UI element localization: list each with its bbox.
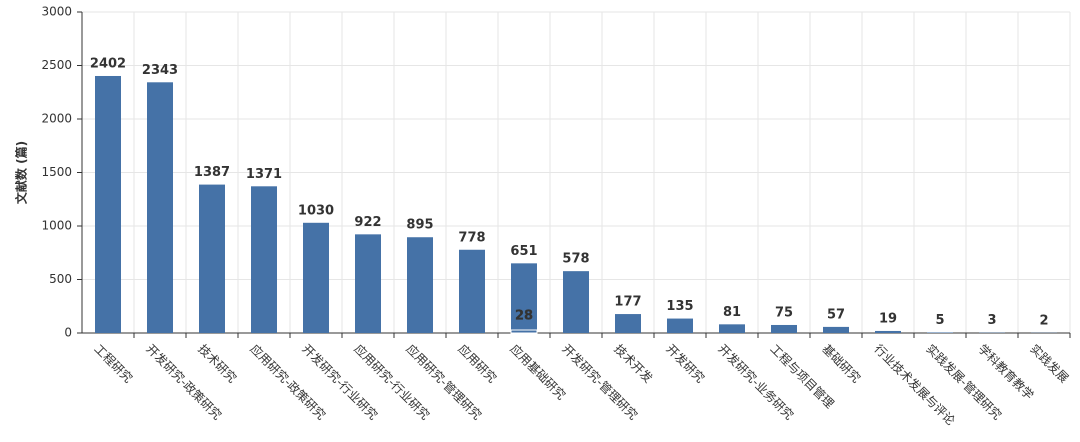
value-label: 135	[666, 299, 693, 314]
y-tick-label: 1000	[41, 219, 72, 233]
bar	[251, 186, 277, 333]
y-axis-label: 文献数 (篇)	[14, 141, 29, 204]
y-tick-label: 1500	[41, 165, 72, 179]
bar	[875, 330, 901, 333]
x-tick-label: 技术开发	[611, 341, 656, 386]
y-tick-label: 2500	[41, 58, 72, 72]
bar	[927, 332, 953, 333]
overlay-bar	[510, 329, 538, 334]
bar	[615, 314, 641, 333]
bar	[147, 82, 173, 333]
bar	[667, 318, 693, 333]
value-label: 578	[562, 252, 589, 267]
x-tick-label: 实践发展	[1027, 341, 1072, 386]
value-label: 2	[1039, 313, 1048, 328]
bar	[563, 271, 589, 333]
value-label: 651	[510, 244, 537, 259]
value-label: 895	[406, 218, 433, 233]
bar	[771, 324, 797, 333]
bar	[511, 263, 537, 333]
bar	[199, 184, 225, 333]
overlay-label: 28	[515, 309, 533, 324]
value-label: 81	[723, 305, 741, 320]
bar	[303, 222, 329, 333]
y-tick-label: 3000	[41, 5, 72, 19]
value-label: 3	[987, 313, 996, 328]
value-label: 778	[458, 230, 485, 245]
value-label: 2402	[90, 56, 126, 71]
x-tick-label: 技术研究	[195, 341, 240, 386]
bar	[95, 75, 121, 334]
bar	[823, 326, 849, 333]
value-label: 5	[935, 313, 944, 328]
x-tick-label: 应用研究	[455, 341, 500, 386]
y-tick-label: 2000	[41, 112, 72, 126]
x-tick-label: 开发研究	[663, 341, 708, 386]
value-label: 57	[827, 307, 845, 322]
value-label: 922	[354, 215, 381, 230]
x-tick-label: 工程研究	[91, 341, 136, 386]
value-label: 19	[879, 311, 897, 326]
value-label: 1030	[298, 203, 334, 218]
value-label: 1371	[246, 167, 282, 182]
value-label: 2343	[142, 63, 178, 78]
value-label: 177	[614, 295, 641, 310]
bar	[355, 234, 381, 333]
bar	[719, 324, 745, 333]
value-label: 1387	[194, 165, 230, 180]
bar	[407, 237, 433, 333]
bar	[459, 249, 485, 333]
y-tick-label: 0	[64, 326, 72, 340]
value-label: 75	[775, 305, 793, 320]
x-tick-label: 基础研究	[819, 341, 864, 386]
y-tick-label: 500	[49, 272, 72, 286]
